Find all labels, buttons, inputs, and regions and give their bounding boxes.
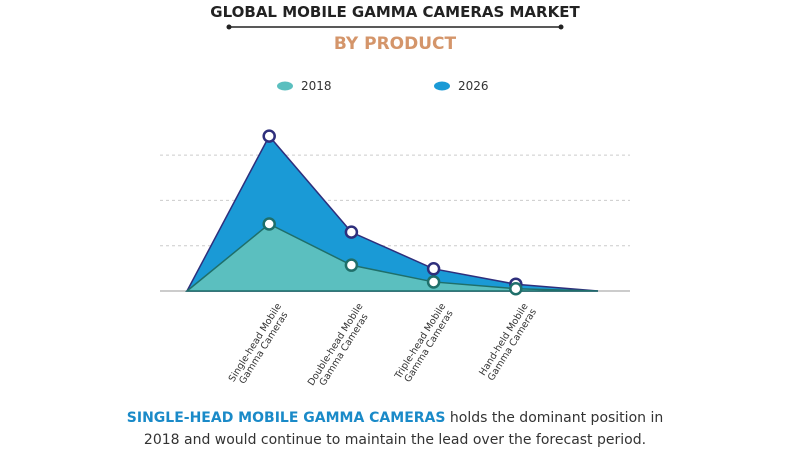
chart-title: GLOBAL MOBILE GAMMA CAMERAS MARKET (210, 3, 580, 21)
legend-label: 2026 (458, 79, 489, 93)
marker (509, 281, 523, 296)
footer: SINGLE-HEAD MOBILE GAMMA CAMERAS holds t… (110, 407, 680, 451)
marker (426, 262, 441, 276)
footer-highlight: SINGLE-HEAD MOBILE GAMMA CAMERAS (126, 410, 446, 426)
rule-dot (226, 24, 232, 30)
marker (344, 258, 359, 272)
footer-text: holds the dominant position in 2018 and … (143, 410, 664, 448)
marker (262, 217, 276, 231)
rule-dot (558, 24, 564, 30)
chart-subtitle: BY PRODUCT (333, 34, 457, 54)
marker (426, 275, 441, 289)
marker (344, 225, 359, 239)
legend-label: 2018 (301, 79, 332, 93)
legend-swatch (434, 81, 450, 91)
legend-swatch (277, 81, 293, 91)
marker (262, 129, 276, 143)
